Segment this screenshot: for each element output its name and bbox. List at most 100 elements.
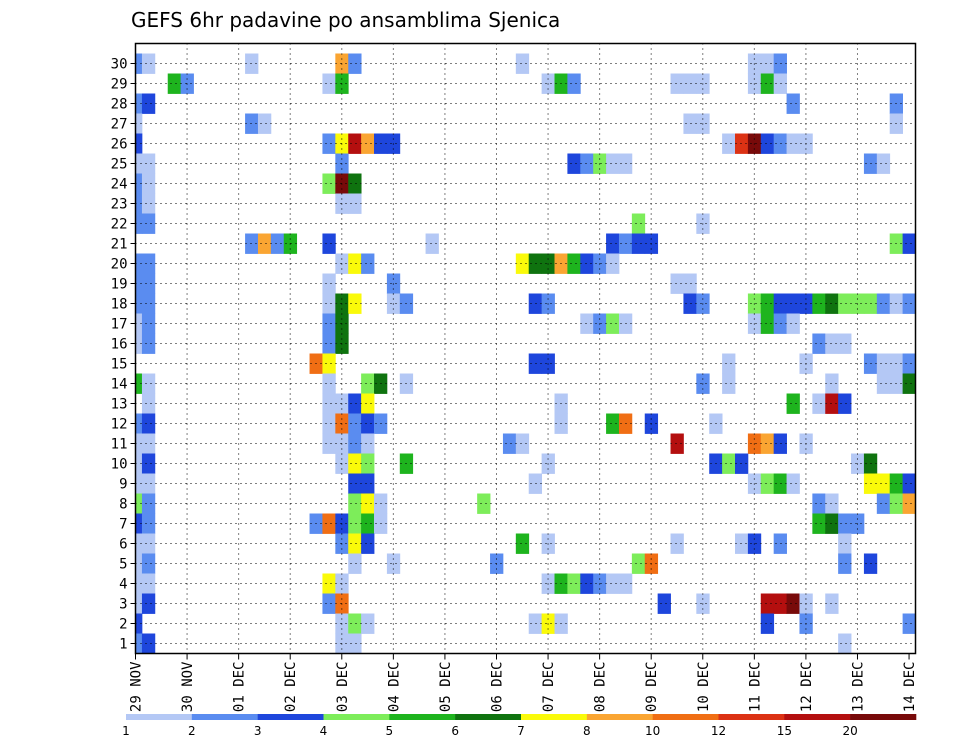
heatmap-cell [361,493,375,514]
heatmap-cell [760,613,775,634]
heatmap-cell [361,393,375,414]
heatmap-cell [838,393,852,414]
y-tick-label: 30 [111,57,128,73]
heatmap-cell [322,333,336,354]
heatmap-cell [773,53,787,74]
heatmap-cell [786,93,800,114]
colorbar-label: 12 [711,724,726,738]
heatmap-cell [135,493,143,514]
heatmap-cell [515,433,530,454]
y-tick-label: 14 [111,377,128,393]
heatmap-cell [135,173,143,194]
heatmap-cell [141,453,156,474]
heatmap-cell [670,273,684,294]
x-tick-label: 01 DEC [232,662,248,713]
heatmap-cell [141,473,156,494]
heatmap-cell [670,433,684,454]
colorbar-label: 3 [254,724,262,738]
y-tick-label: 28 [111,97,128,113]
heatmap-cell [348,133,362,154]
heatmap-cell [135,533,143,554]
y-tick-label: 27 [111,117,128,133]
x-tick-label: 13 DEC [850,662,866,713]
heatmap-cell [515,533,530,554]
heatmap-cell [670,533,684,554]
colorbar-label: 7 [517,724,525,738]
x-axis: 29 NOV 30 NOV 01 DEC 02 DEC 03 DEC 04 DEC 05 D… [129,653,918,713]
heatmap-cell [580,153,594,174]
heatmap-cell [606,253,620,274]
heatmap-cell [135,53,143,74]
heatmap-cell [322,353,336,374]
heatmap-cell [425,233,439,254]
heatmap-cell [348,393,362,414]
heatmap-cell [167,73,182,94]
colorbar-label: 10 [645,724,660,738]
heatmap-cell [141,313,156,334]
heatmap-cell [348,473,362,494]
heatmap-cell [141,413,156,434]
heatmap-cell [322,393,336,414]
colorbar-label: 8 [583,724,591,738]
heatmap-cell [838,553,852,574]
heatmap-cell [606,153,620,174]
x-tick-label: 30 NOV [180,661,196,712]
y-tick-label: 7 [119,517,127,533]
heatmap-cell [683,73,697,94]
heatmap-cell [135,573,143,594]
heatmap-cell [361,473,375,494]
y-tick-label: 29 [111,77,128,93]
heatmap-cell [348,413,362,434]
heatmap-cell [322,373,336,394]
heatmap-cell [528,253,543,274]
heatmap-cell [567,253,581,274]
heatmap-cell [735,133,749,154]
heatmap-cell [141,573,156,594]
heatmap-cell [773,533,787,554]
colorbar-swatch [718,714,785,720]
colorbar-label: 1 [122,724,130,738]
colorbar-swatch [586,714,653,720]
heatmap-cell [361,373,375,394]
x-tick-label: 03 DEC [335,662,351,713]
heatmap-cell [348,453,362,474]
colorbar-swatch [323,714,390,720]
y-tick-label: 13 [111,397,128,413]
heatmap-cell [760,593,775,614]
heatmap-cell [348,633,362,654]
x-tick-label: 04 DEC [386,662,402,713]
x-tick-label: 02 DEC [283,662,299,713]
colorbar: 1 2 3 4 5 6 7 8 10 12 15 20 [122,714,917,738]
heatmap-cell [902,493,916,514]
heatmap-cell [135,193,143,214]
heatmap-cell [902,473,916,494]
heatmap-cell [135,413,143,434]
heatmap-cell [773,473,787,494]
x-tick-label: 14 DEC [902,662,918,713]
heatmap-cell [773,593,787,614]
heatmap-cell [876,493,891,514]
heatmap-cell [567,573,581,594]
heatmap-cell [322,133,336,154]
heatmap-cell [876,293,891,314]
heatmap-cell [812,333,826,354]
heatmap-cell [141,513,156,534]
heatmap-cell [722,373,736,394]
heatmap-cell [135,253,143,274]
colorbar-swatch [521,714,588,720]
heatmap-cell [348,533,362,554]
heatmap-cell [141,393,156,414]
heatmap-cell [773,433,787,454]
heatmap-cell [515,253,530,274]
heatmap-cell [760,133,775,154]
heatmap-cell [760,433,775,454]
x-tick-label: 09 DEC [644,662,660,713]
heatmap-cell [825,333,839,354]
y-tick-label: 25 [111,157,128,173]
y-tick-label: 23 [111,197,128,213]
heatmap-cell [135,433,143,454]
x-tick-label: 29 NOV [129,661,145,712]
heatmap-cell [902,613,916,634]
heatmap-cell [838,533,852,554]
heatmap-cell [760,313,775,334]
